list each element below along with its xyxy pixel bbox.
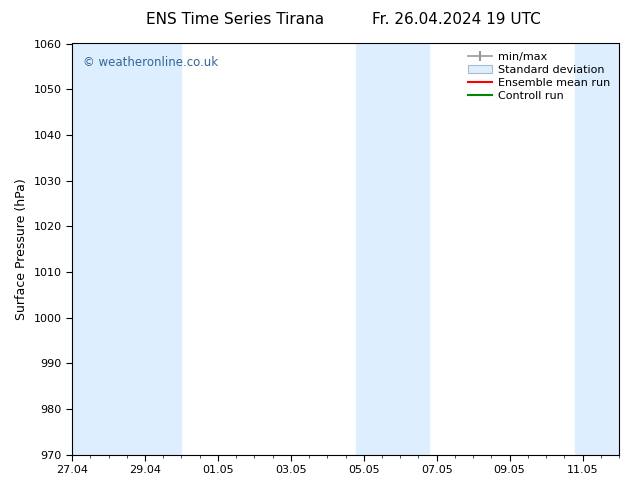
Bar	[127, 44, 181, 455]
Y-axis label: Surface Pressure (hPa): Surface Pressure (hPa)	[15, 178, 28, 320]
Bar	[575, 44, 619, 455]
Text: © weatheronline.co.uk: © weatheronline.co.uk	[83, 56, 218, 69]
Text: ENS Time Series Tirana: ENS Time Series Tirana	[146, 12, 323, 27]
Bar	[72, 44, 127, 455]
Legend: min/max, Standard deviation, Ensemble mean run, Controll run: min/max, Standard deviation, Ensemble me…	[465, 49, 614, 104]
Bar	[400, 44, 429, 455]
Bar	[356, 44, 400, 455]
Text: Fr. 26.04.2024 19 UTC: Fr. 26.04.2024 19 UTC	[372, 12, 541, 27]
